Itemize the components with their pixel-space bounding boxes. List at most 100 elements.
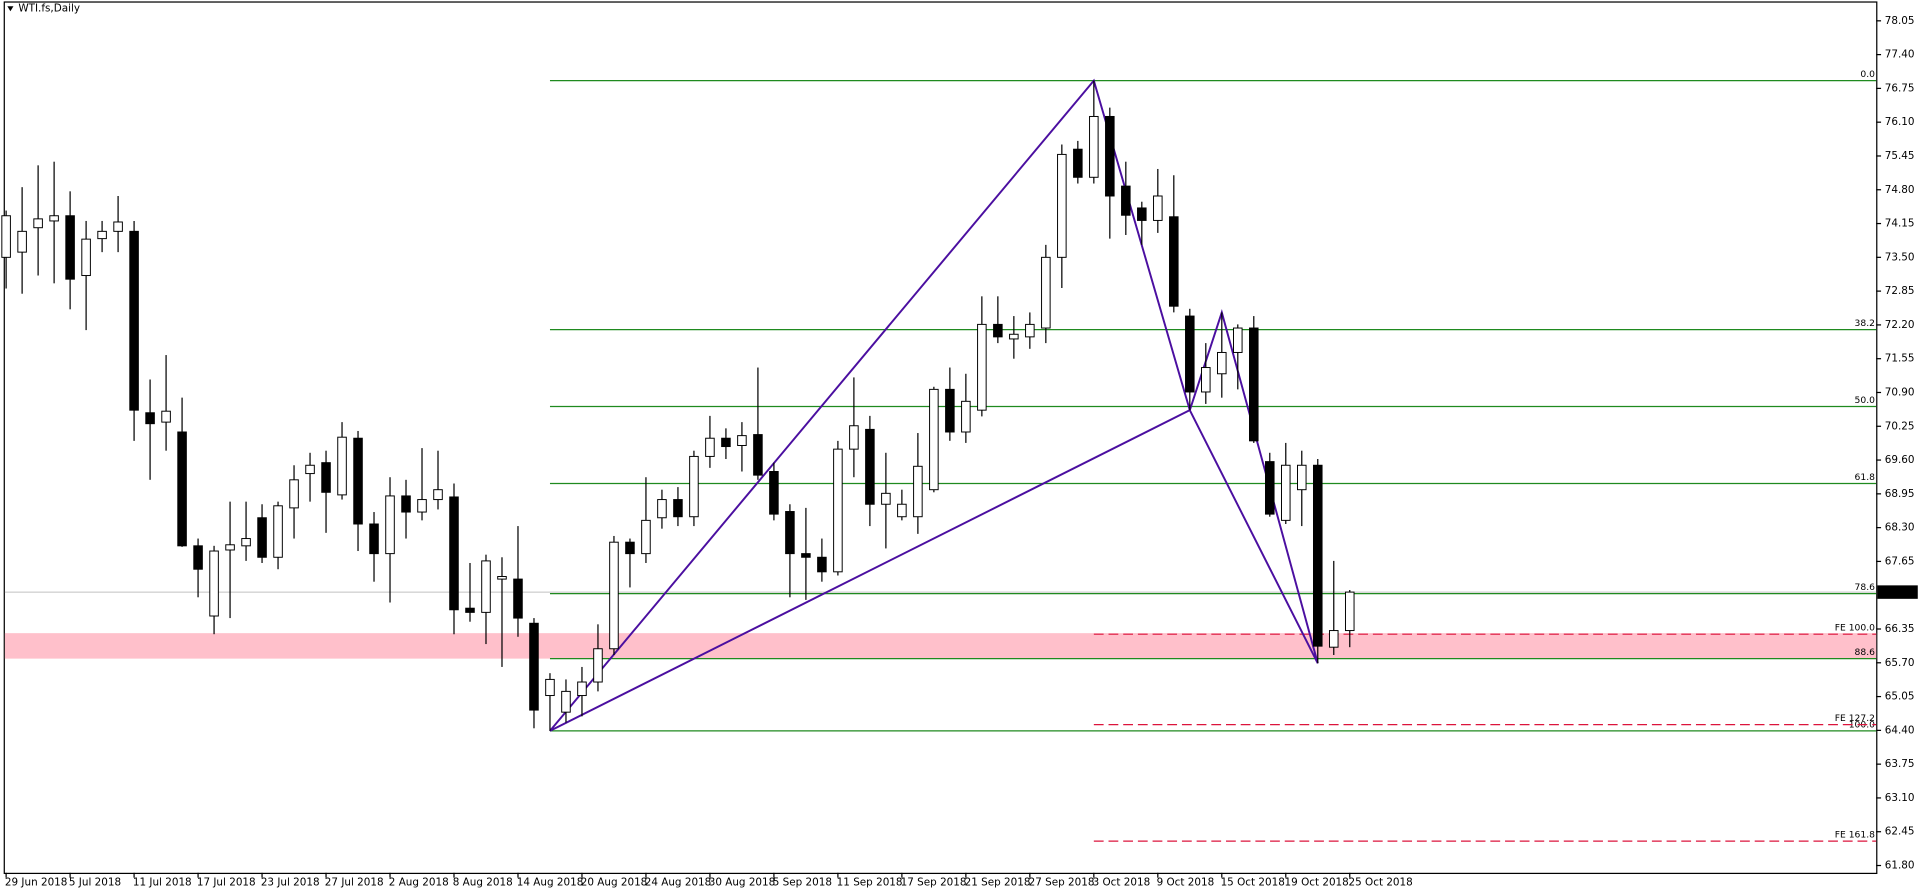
x-tick-label: 5 Sep 2018 [773, 877, 832, 889]
pattern-triangle [549, 78, 1191, 732]
fe-label: FE 127.2 [1835, 713, 1875, 724]
candle-body [161, 410, 171, 423]
candle-body [97, 230, 107, 240]
y-tick-label: 71.55 [1885, 353, 1915, 365]
x-tick-label: 17 Jul 2018 [197, 877, 256, 889]
candle-body [33, 218, 43, 229]
y-tick-label: 67.65 [1885, 555, 1915, 567]
y-tick-label: 76.75 [1885, 82, 1915, 94]
candle-body [513, 578, 523, 619]
candle-body [977, 323, 987, 411]
x-tick-label: 8 Aug 2018 [453, 877, 513, 889]
y-tick-label: 64.40 [1885, 724, 1915, 736]
candle-body [17, 230, 27, 253]
candle-body [625, 541, 635, 555]
fib-label: 50.0 [1855, 395, 1876, 406]
candle-body [497, 576, 507, 580]
candle-body [689, 455, 699, 518]
candle-body [721, 437, 731, 448]
candle-body [1, 215, 11, 258]
candle-body [289, 479, 299, 509]
candle-body [401, 495, 411, 513]
candle-body [849, 425, 859, 450]
last-price-box [1877, 585, 1918, 599]
candle-body [449, 496, 459, 611]
candle-body [1137, 207, 1147, 221]
candle-body [465, 607, 475, 613]
y-tick-label: 73.50 [1885, 251, 1915, 263]
candle-body [1201, 367, 1211, 393]
candle-body [225, 544, 235, 551]
candle-body [1105, 115, 1115, 197]
y-tick-label: 74.15 [1885, 218, 1915, 230]
candle-body [913, 465, 923, 518]
fe-label: FE 100.0 [1835, 623, 1875, 634]
candle-body [641, 519, 651, 555]
y-tick-label: 61.80 [1885, 860, 1915, 872]
candle-body [609, 541, 619, 650]
fib-label: 38.2 [1855, 318, 1875, 329]
candle-body [673, 499, 683, 518]
x-tick-label: 3 Oct 2018 [1093, 877, 1151, 889]
candle-body [833, 448, 843, 573]
candle-body [817, 556, 827, 573]
plot-frame [3, 1, 1878, 875]
candle-body [337, 436, 347, 496]
y-tick-label: 66.35 [1885, 623, 1915, 635]
candle-body [129, 230, 139, 411]
fib-label: 88.6 [1855, 647, 1876, 658]
candle-body [737, 435, 747, 446]
candle-body [1328, 630, 1339, 648]
x-tick-label: 9 Oct 2018 [1157, 877, 1215, 889]
candle-body [1312, 464, 1323, 647]
candle-body [273, 505, 283, 558]
candle-body [209, 550, 219, 617]
candle-body [1057, 153, 1067, 258]
x-tick-label: 14 Aug 2018 [517, 877, 584, 889]
candle-body [1281, 464, 1291, 521]
zone [4, 633, 1877, 659]
candle-body [545, 678, 555, 697]
candle-body [177, 431, 187, 547]
candle-body [1217, 351, 1227, 375]
candle-body [897, 503, 907, 518]
candle-body [1121, 185, 1131, 216]
candle-body [881, 492, 891, 505]
candle-body [561, 690, 571, 713]
candle-body [577, 681, 587, 697]
candle-body [961, 400, 971, 433]
y-tick-label: 72.85 [1885, 285, 1915, 297]
x-tick-label: 25 Oct 2018 [1349, 877, 1413, 889]
candle-body [1153, 195, 1163, 221]
candle-body [353, 437, 363, 525]
candle-body [993, 323, 1003, 338]
candle-body [785, 511, 795, 555]
candle-body [385, 495, 395, 555]
y-tick-label: 65.05 [1885, 691, 1915, 703]
x-tick-label: 24 Aug 2018 [645, 877, 712, 889]
candle-body [801, 553, 811, 558]
menu-arrow [7, 6, 14, 12]
candle-body [1089, 115, 1099, 178]
candle-body [593, 648, 603, 683]
y-tick-label: 68.95 [1885, 488, 1915, 500]
candle-body [705, 437, 715, 457]
x-tick-label: 5 Jul 2018 [69, 877, 121, 889]
candle-body [81, 238, 91, 277]
fib-label: 0.0 [1860, 69, 1875, 80]
candle-body [1344, 591, 1355, 632]
x-tick-label: 17 Sep 2018 [901, 877, 967, 889]
chart-title: WTI.fs,Daily [18, 3, 80, 15]
x-tick-label: 11 Sep 2018 [837, 877, 903, 889]
x-tick-label: 29 Jun 2018 [5, 877, 68, 889]
candle-body [145, 412, 155, 425]
y-tick-label: 76.10 [1885, 116, 1915, 128]
candle-body [417, 499, 427, 513]
x-tick-label: 20 Aug 2018 [581, 877, 648, 889]
y-tick-label: 78.05 [1885, 15, 1915, 27]
x-tick-label: 11 Jul 2018 [133, 877, 192, 889]
x-tick-label: 19 Oct 2018 [1285, 877, 1349, 889]
candle-body [1265, 461, 1275, 515]
